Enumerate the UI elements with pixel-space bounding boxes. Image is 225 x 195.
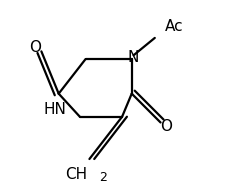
Text: O: O [160,119,172,134]
Text: HN: HN [43,102,66,117]
Text: Ac: Ac [165,19,183,34]
Text: CH: CH [65,167,88,182]
Text: 2: 2 [99,171,107,184]
Text: O: O [30,40,42,55]
Text: N: N [128,50,139,65]
